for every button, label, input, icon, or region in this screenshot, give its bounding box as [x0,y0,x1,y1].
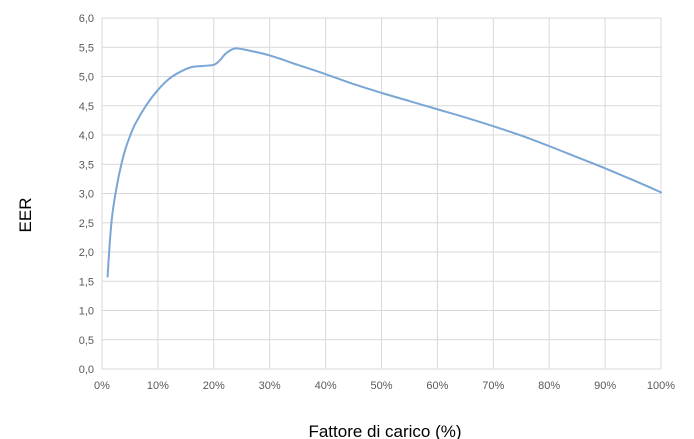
y-tick-label: 1,0 [79,306,94,318]
y-tick-label: 6,0 [79,13,94,25]
y-axis-title: EER [16,198,35,233]
x-tick-label: 10% [147,380,169,392]
x-tick-label: 50% [370,380,392,392]
x-tick-label: 0% [94,380,110,392]
x-tick-label: 100% [647,380,675,392]
x-tick-label: 20% [203,380,225,392]
series-line-0 [106,47,662,278]
x-tick-label: 90% [594,380,616,392]
x-tick-label: 80% [538,380,560,392]
y-tick-label: 4,0 [79,130,94,142]
y-tick-label: 0,5 [79,335,94,347]
y-tick-label: 2,5 [79,218,94,230]
y-tick-label: 1,5 [79,276,94,288]
y-tick-label: 0,0 [79,364,94,376]
x-tick-label: 40% [315,380,337,392]
y-tick-label: 3,0 [79,189,94,201]
x-tick-label: 60% [426,380,448,392]
x-tick-label: 70% [482,380,504,392]
y-axis-tick-labels: 0,0 0,5 1,0 1,5 2,0 2,5 3,0 3,5 4,0 4,5 5,0 5,5 6,0 [79,13,94,376]
x-tick-label: 30% [259,380,281,392]
y-tick-label: 4,5 [79,101,94,113]
y-tick-label: 5,5 [79,42,94,54]
y-tick-label: 3,5 [79,159,94,171]
x-axis-tick-labels: 0% 10% 20% 30% 40% 50% 60% 70% 80% 90% 100% [94,380,675,392]
gridlines [101,17,662,370]
x-axis-title: Fattore di carico (%) [308,422,461,439]
series-layer [106,47,662,278]
y-tick-label: 5,0 [79,72,94,84]
y-tick-label: 2,0 [79,247,94,259]
